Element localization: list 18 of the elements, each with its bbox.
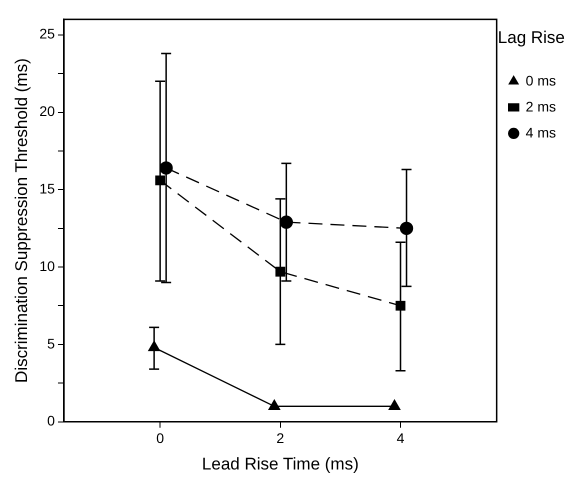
legend-label: 0 ms	[526, 72, 556, 88]
y-tick-label: 5	[47, 335, 56, 352]
point	[268, 400, 280, 410]
y-tick-label: 10	[39, 258, 56, 274]
y-tick-label: 20	[39, 103, 56, 120]
y-axis-title: Discrimination Suppression Threshold (ms)	[12, 58, 31, 383]
y-tick-label: 25	[39, 26, 56, 42]
x-axis-title: Lead Rise Time (ms)	[202, 454, 359, 474]
legend-title: Lag Rise	[498, 28, 565, 48]
x-tick-label: 0	[156, 430, 164, 446]
point	[388, 400, 400, 410]
y-tick-label: 15	[39, 180, 56, 197]
x-tick-label: 2	[276, 430, 284, 446]
y-tick-label: 0	[47, 412, 56, 429]
legend-label: 2 ms	[526, 98, 556, 114]
x-tick-label: 4	[396, 430, 405, 446]
legend-label: 4 ms	[526, 124, 556, 140]
point	[155, 175, 166, 186]
